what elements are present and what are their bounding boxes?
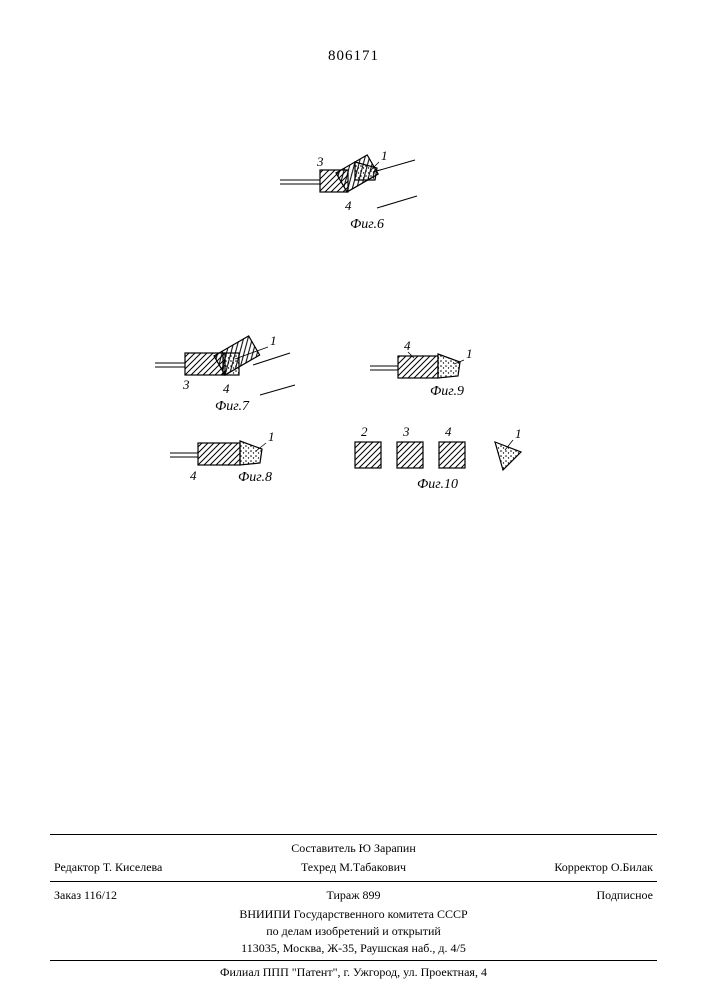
org-line-1: ВНИИПИ Государственного комитета СССР (50, 907, 657, 922)
fig10-part2: 2 (361, 424, 368, 439)
org-line-2: по делам изобретений и открытий (50, 924, 657, 939)
fig9-label: Фиг.9 (430, 384, 464, 399)
fig9: 4 1 Фиг.9 (370, 338, 473, 399)
order-line: Заказ 116/12 (50, 886, 240, 905)
fig7-label: Фиг.7 (215, 399, 250, 414)
tehred-line: Техред М.Табакович (240, 858, 467, 877)
tirazh-line: Тираж 899 (240, 886, 467, 905)
fig9-part1: 1 (466, 346, 473, 361)
figures-svg: 3 1 4 Фиг.6 3 4 1 Фиг (145, 130, 575, 600)
fig8: 4 1 Фиг.8 (170, 429, 275, 485)
compiler-line: Составитель Ю Зарапин (240, 839, 467, 858)
fig7-part1: 1 (270, 333, 277, 348)
fig10-part3: 3 (402, 424, 410, 439)
address-line: 113035, Москва, Ж-35, Раушская наб., д. … (50, 941, 657, 956)
fig6-part4: 4 (345, 198, 352, 213)
fig8-label: Фиг.8 (238, 470, 272, 485)
corrector-line: Корректор О.Билак (467, 858, 657, 877)
figures-region: 3 1 4 Фиг.6 3 4 1 Фиг (145, 130, 575, 600)
fig10-label: Фиг.10 (417, 477, 458, 492)
colophon: Составитель Ю Зарапин Редактор Т. Киселе… (50, 830, 657, 982)
branch-line: Филиал ППП "Патент", г. Ужгород, ул. Про… (50, 965, 657, 980)
fig10-part4: 4 (445, 424, 452, 439)
fig6-part1: 1 (381, 148, 388, 163)
fig7-part4: 4 (223, 381, 230, 396)
fig6-label: Фиг.6 (350, 217, 384, 232)
editor-line: Редактор Т. Киселева (50, 858, 240, 877)
fig10: 2 3 4 1 Фиг.10 (355, 424, 522, 492)
fig6-part3: 3 (316, 154, 324, 169)
fig8-part1: 1 (268, 429, 275, 444)
fig8-part4: 4 (190, 468, 197, 483)
fig9-part4: 4 (404, 338, 411, 353)
fig7: 3 4 1 Фиг.7 (155, 333, 295, 414)
patent-number: 806171 (0, 48, 707, 65)
fig6: 3 1 4 Фиг.6 (280, 148, 417, 232)
podpisnoe-line: Подписное (467, 886, 657, 905)
fig10-part1: 1 (515, 426, 522, 441)
fig7-part3: 3 (182, 377, 190, 392)
